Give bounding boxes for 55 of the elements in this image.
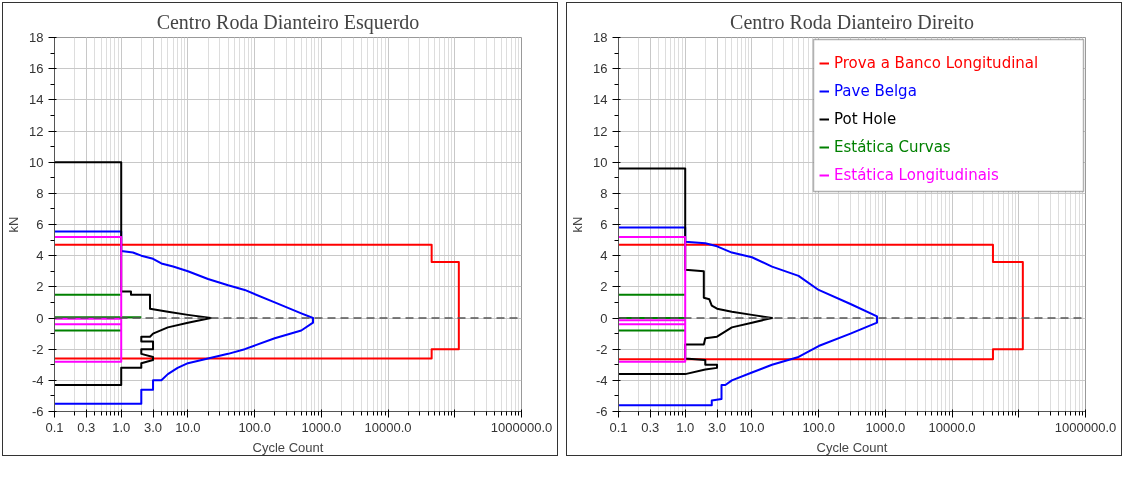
x-axis-title: Cycle Count [816, 439, 888, 455]
y-tick-label: 8 [600, 185, 608, 201]
legend-label: Prova a Banco Longitudinal [834, 54, 1039, 72]
x-tick-label: 1000000.0 [490, 419, 553, 435]
x-tick-label: 1000.0 [301, 419, 342, 435]
x-tick-label: 0.1 [45, 419, 64, 435]
legend-label: Pave Belga [834, 82, 917, 100]
y-tick-label: 4 [36, 248, 44, 264]
legend-label: Estática Longitudinais [834, 166, 999, 184]
y-tick-label: 0 [600, 310, 608, 326]
y-tick-label: 12 [593, 123, 608, 139]
y-tick-label: -2 [595, 341, 608, 357]
legend-label: Estática Curvas [834, 138, 951, 156]
chart-title: Centro Roda Dianteiro Direito [730, 10, 974, 33]
y-tick-label: 10 [29, 154, 44, 170]
x-tick-label: 10000.0 [928, 419, 976, 435]
y-tick-label: -6 [595, 404, 608, 419]
y-tick-label: 12 [29, 123, 44, 139]
y-axis-title: kN [6, 216, 22, 233]
chart-title: Centro Roda Dianteiro Esquerdo [156, 10, 420, 34]
y-tick-label: -2 [31, 341, 44, 357]
y-tick-label: 2 [36, 279, 44, 295]
y-tick-label: -4 [595, 372, 608, 388]
x-tick-label: 100.0 [238, 419, 271, 435]
y-tick-label: 14 [29, 92, 44, 108]
y-tick-label: 18 [29, 30, 44, 45]
x-tick-label: 3.0 [144, 419, 163, 435]
x-tick-label: 10000.0 [364, 419, 412, 435]
x-tick-label: 1.0 [676, 419, 695, 435]
x-tick-label: 0.3 [641, 419, 660, 435]
x-tick-label: 10.0 [175, 419, 201, 435]
x-tick-label: 1.0 [112, 419, 131, 435]
x-tick-label: 1000.0 [865, 419, 906, 435]
legend-label: Pot Hole [834, 110, 897, 128]
y-tick-label: 0 [36, 310, 44, 326]
x-tick-label: 100.0 [802, 419, 835, 435]
x-tick-label: 3.0 [708, 419, 727, 435]
y-tick-label: 6 [600, 217, 608, 232]
y-tick-label: 16 [593, 61, 608, 77]
y-tick-label: 8 [36, 185, 44, 201]
x-tick-label: 10.0 [739, 419, 765, 435]
y-tick-label: -6 [31, 404, 44, 419]
x-tick-label: 1000000.0 [1054, 419, 1117, 435]
y-tick-label: 10 [593, 154, 608, 170]
y-tick-label: 4 [600, 248, 608, 264]
y-axis-title: kN [570, 216, 586, 233]
x-axis-title: Cycle Count [252, 439, 324, 455]
x-tick-label: 0.1 [609, 419, 628, 435]
y-tick-label: 14 [593, 92, 608, 108]
y-tick-label: 6 [36, 217, 44, 232]
y-tick-label: 16 [29, 61, 44, 77]
x-tick-label: 0.3 [77, 419, 96, 435]
y-tick-label: -4 [31, 372, 44, 388]
y-tick-label: 2 [600, 279, 608, 295]
y-tick-label: 18 [593, 30, 608, 45]
